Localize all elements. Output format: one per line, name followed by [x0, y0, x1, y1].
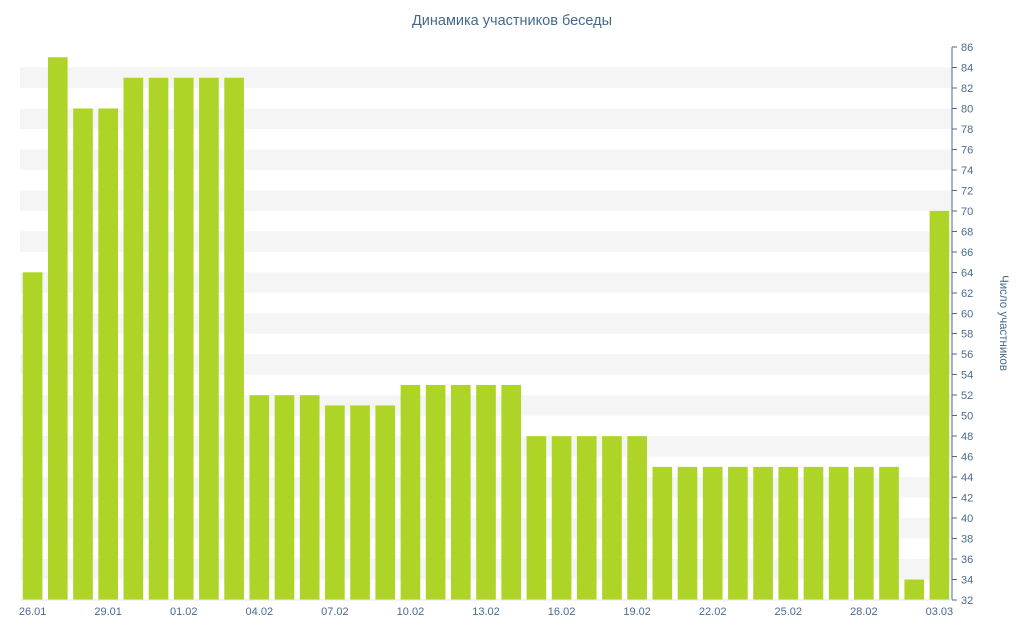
x-axis: 26.01 29.01 01.02 04.02 07.02 10.02 13.02 16.02…: [19, 599, 954, 618]
bar: [148, 77, 169, 600]
bar: [501, 384, 522, 600]
bar: [677, 466, 698, 600]
y-tick-label: 54: [961, 370, 973, 382]
bar: [274, 395, 295, 600]
bar: [22, 272, 43, 600]
y-tick-label: 62: [961, 288, 973, 300]
bar: [803, 466, 824, 600]
bar: [576, 436, 597, 600]
stripe-band: [20, 272, 952, 293]
bar: [73, 108, 93, 600]
y-tick-label: 72: [961, 185, 973, 197]
y-tick-label: 38: [961, 534, 973, 546]
bar: [828, 466, 849, 600]
y-tick-label: 76: [961, 144, 973, 156]
x-tick-label: 03.03: [926, 606, 954, 618]
bar: [224, 77, 244, 600]
x-tick-label: 29.01: [94, 606, 122, 618]
bar: [551, 436, 572, 600]
y-tick-label: 36: [961, 554, 973, 566]
bar: [123, 77, 144, 600]
x-tick-label: 13.02: [472, 606, 500, 618]
y-tick-label: 66: [961, 247, 973, 259]
y-axis-title: Число участников: [997, 275, 1009, 371]
bar: [476, 384, 496, 600]
y-tick-label: 86: [961, 42, 973, 54]
y-tick-label: 82: [961, 83, 973, 95]
bar: [753, 466, 773, 600]
y-tick-label: 80: [961, 103, 973, 115]
bar: [350, 405, 370, 600]
y-tick-label: 50: [961, 411, 973, 423]
stripe-band: [20, 67, 952, 88]
bar: [904, 579, 925, 600]
x-tick-label: 22.02: [699, 606, 727, 618]
bar: [702, 466, 723, 600]
bar: [526, 436, 547, 600]
bar: [249, 395, 270, 600]
y-tick-label: 60: [961, 308, 973, 320]
x-tick-label: 28.02: [850, 606, 878, 618]
x-tick-label: 10.02: [397, 606, 425, 618]
bar: [400, 384, 421, 600]
y-tick-label: 58: [961, 329, 973, 341]
y-tick-label: 84: [961, 62, 973, 74]
y-axis: 86 84 82 80 78 76 74 72 70 68 66 64 62 60 58 56 54 52 50 48…: [951, 42, 973, 607]
bar: [173, 77, 194, 600]
stripe-band: [20, 354, 952, 375]
y-tick-label: 64: [961, 267, 973, 279]
x-tick-label: 01.02: [170, 606, 198, 618]
y-tick-label: 34: [961, 575, 973, 587]
y-tick-label: 68: [961, 226, 973, 238]
x-tick-label: 07.02: [321, 606, 349, 618]
y-tick-label: 52: [961, 390, 973, 402]
bar: [98, 108, 118, 600]
bar: [854, 466, 874, 600]
y-tick-label: 56: [961, 349, 973, 361]
bar: [602, 436, 622, 600]
stripe-band: [20, 313, 952, 334]
bar: [375, 405, 396, 600]
y-tick-label: 78: [961, 124, 973, 136]
bar: [325, 405, 345, 600]
y-tick-label: 42: [961, 493, 973, 505]
x-tick-label: 04.02: [246, 606, 274, 618]
stripe-band: [20, 108, 952, 129]
y-tick-label: 74: [961, 165, 973, 177]
y-tick-label: 40: [961, 513, 973, 525]
y-tick-label: 48: [961, 431, 973, 443]
bar: [199, 77, 219, 600]
stripe-band: [20, 149, 952, 170]
bar: [425, 384, 446, 600]
bar: [879, 466, 899, 600]
x-tick-label: 19.02: [623, 606, 651, 618]
bar: [299, 395, 320, 600]
bars-group: [22, 57, 950, 601]
y-tick-label: 70: [961, 206, 973, 218]
y-tick-label: 44: [961, 472, 973, 484]
stripe-band: [20, 231, 952, 252]
x-tick-label: 25.02: [775, 606, 803, 618]
bar: [47, 57, 68, 601]
bar: [627, 436, 647, 600]
y-tick-label: 46: [961, 452, 973, 464]
bar: [929, 210, 950, 600]
y-tick-label: 32: [961, 595, 973, 607]
chart-title: Динамика участников беседы: [412, 13, 612, 29]
stripe-band: [20, 190, 952, 211]
bar: [728, 466, 748, 600]
x-tick-label: 16.02: [548, 606, 576, 618]
bar: [450, 384, 471, 600]
bar: [778, 466, 799, 600]
bar: [652, 466, 673, 600]
x-tick-label: 26.01: [19, 606, 47, 618]
